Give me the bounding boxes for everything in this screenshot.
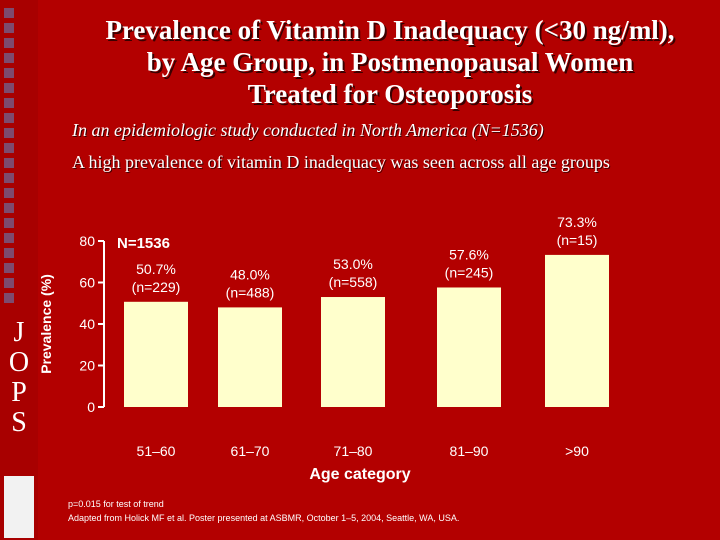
y-tick-label: 60 bbox=[79, 275, 95, 291]
left-decorative-strip: J O P S bbox=[0, 0, 38, 540]
footnote-source: Adapted from Holick MF et al. Poster pre… bbox=[68, 513, 460, 523]
x-tick-label: 51–60 bbox=[137, 443, 176, 459]
y-axis-label: Prevalence (%) bbox=[38, 274, 54, 374]
data-label: 48.0% bbox=[230, 266, 270, 282]
bar bbox=[321, 297, 385, 407]
key-finding: A high prevalence of vitamin D inadequac… bbox=[72, 152, 610, 172]
data-label: 57.6% bbox=[449, 246, 489, 262]
slide-title: Prevalence of Vitamin D Inadequacy (<30 … bbox=[60, 14, 720, 110]
study-subtitle: In an epidemiologic study conducted in N… bbox=[72, 120, 544, 140]
y-tick-label: 80 bbox=[79, 233, 95, 249]
side-letter: O bbox=[8, 347, 30, 378]
data-label: 73.3% bbox=[557, 214, 597, 230]
publisher-logo bbox=[4, 476, 34, 538]
x-tick-label: 71–80 bbox=[334, 443, 373, 459]
y-tick-label: 20 bbox=[79, 358, 95, 374]
data-label: (n=558) bbox=[329, 274, 378, 290]
title-line: Prevalence of Vitamin D Inadequacy (<30 … bbox=[105, 15, 675, 45]
bar bbox=[545, 254, 609, 407]
title-line: by Age Group, in Postmenopausal Women bbox=[146, 47, 634, 77]
x-tick-label: >90 bbox=[565, 443, 589, 459]
x-tick-label: 81–90 bbox=[450, 443, 489, 459]
bar bbox=[124, 301, 188, 407]
data-label: 53.0% bbox=[333, 256, 373, 272]
data-label: 50.7% bbox=[136, 261, 176, 277]
side-letter: S bbox=[11, 407, 27, 438]
data-label: (n=15) bbox=[557, 232, 598, 248]
jops-letters: J O P S bbox=[2, 318, 36, 438]
data-label: (n=488) bbox=[226, 284, 275, 300]
x-tick-label: 61–70 bbox=[231, 443, 270, 459]
data-label: (n=245) bbox=[445, 264, 494, 280]
side-letter: J bbox=[13, 317, 25, 348]
y-tick-label: 40 bbox=[79, 316, 95, 332]
data-label: (n=229) bbox=[132, 279, 181, 295]
decorative-squares bbox=[4, 8, 18, 308]
sample-size-annotation: N=1536 bbox=[117, 235, 170, 252]
x-axis-label: Age category bbox=[309, 466, 410, 483]
footnote-trend: p=0.015 for test of trend bbox=[68, 499, 164, 509]
bar bbox=[218, 307, 282, 407]
title-line: Treated for Osteoporosis bbox=[247, 79, 533, 109]
side-letter: P bbox=[11, 377, 27, 408]
y-tick-label: 0 bbox=[87, 399, 95, 415]
bar bbox=[437, 287, 501, 407]
